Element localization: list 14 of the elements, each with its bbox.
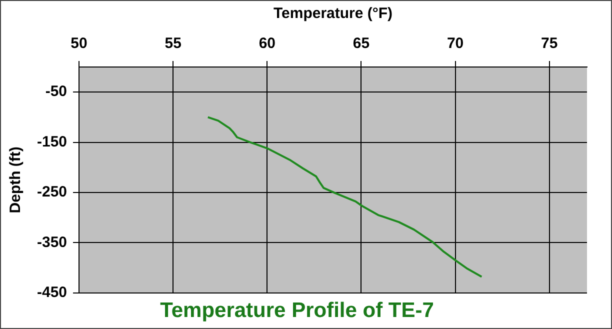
y-tick-label: -50 [45, 83, 68, 100]
x-tick-label: 70 [446, 35, 464, 52]
y-tick-label: -150 [36, 133, 68, 150]
x-axis-title: Temperature (°F) [273, 5, 393, 22]
y-tick-label: -350 [36, 234, 68, 251]
x-tick-label: 75 [541, 35, 558, 52]
text: Temperature Profile of TE-7 [160, 299, 434, 322]
x-tick-label: 50 [70, 35, 88, 52]
x-tick-label: 60 [258, 35, 276, 52]
y-tick-label: -250 [36, 184, 68, 201]
y-tick-label: -450 [36, 284, 68, 301]
x-tick-label: 65 [352, 35, 370, 52]
y-axis-title: Depth (ft) [7, 146, 24, 214]
x-tick-label: 55 [164, 35, 182, 52]
